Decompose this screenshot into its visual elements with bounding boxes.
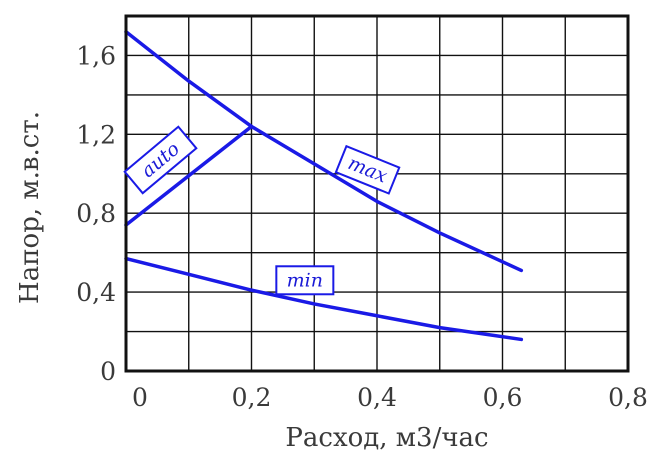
x-tick-label: 0,4: [357, 383, 397, 412]
series-line-auto: [124, 124, 254, 227]
y-tick-label: 0,4: [76, 278, 116, 307]
series-tag-max: max: [334, 144, 401, 195]
x-tick-label: 0,8: [608, 383, 648, 412]
series-line-max: [124, 30, 524, 273]
x-tick-label: 0,6: [483, 383, 523, 412]
y-tick-label: 1,2: [76, 120, 116, 149]
series-tag-auto: auto: [123, 125, 198, 195]
series-line-min: [124, 256, 524, 342]
x-tick-label: 0: [132, 383, 148, 412]
series-tag-box: [334, 144, 401, 195]
series-tags: max auto min: [123, 125, 401, 296]
series-tag-box: [275, 265, 335, 296]
y-tick-label: 0,8: [76, 199, 116, 228]
series-tag-box: [123, 125, 198, 195]
x-tick-labels: 0 0,2 0,4 0,6 0,8: [132, 383, 648, 412]
series-tag-label: min: [287, 269, 323, 291]
y-tick-label: 0: [100, 357, 116, 386]
series-tag-min: min: [275, 265, 335, 296]
grid: [126, 16, 628, 371]
plot-frame: [124, 14, 630, 373]
y-axis-label: Напор, м.в.ст.: [15, 111, 45, 304]
y-tick-label: 1,6: [76, 41, 116, 70]
y-tick-labels: 0 0,4 0,8 1,2 1,6: [76, 41, 116, 386]
x-axis-label: Расход, м3/час: [285, 423, 488, 453]
x-tick-label: 0,2: [232, 383, 272, 412]
series-layer: [124, 30, 524, 342]
